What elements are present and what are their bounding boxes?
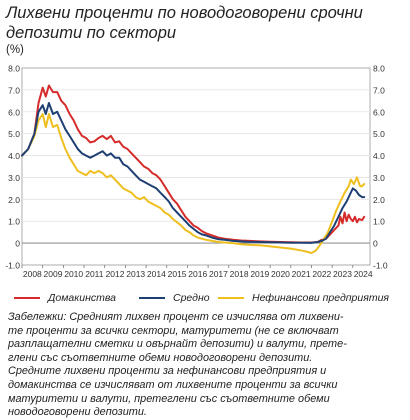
- x-tick-label: 2011: [85, 269, 104, 279]
- chart-title: Лихвени проценти по новодоговорени срочн…: [6, 3, 406, 43]
- y-tick-label-right: 1.0: [373, 217, 385, 227]
- x-tick-label: 2010: [64, 269, 83, 279]
- axis-ticks: 8.0 8.0 7.0 7.0 6.0 6.0 5.0 5.0 4.0 4.0 3.0 3.0 2.0 2…: [5, 64, 388, 280]
- legend-item-households: Домакинства: [14, 292, 116, 304]
- x-tick-label: 2021: [292, 269, 311, 279]
- x-tick-label: 2020: [271, 269, 290, 279]
- y-tick-label-left: 2.0: [8, 195, 20, 205]
- note-line: Средните лихвени проценти за нефинансови…: [8, 365, 327, 378]
- y-tick-label-right: 5.0: [373, 129, 385, 139]
- series-line-households: [21, 84, 366, 244]
- notes: Забележки: Средният лихвен процент се из…: [8, 311, 406, 420]
- series-line-nfc: [21, 113, 366, 254]
- note-line: домакинства се изчисляват от лихвените п…: [8, 378, 338, 391]
- legend-label-nfc: Нефинансови предприятия: [252, 292, 390, 304]
- y-tick-label-left: 1.0: [8, 217, 20, 227]
- y-tick-label-right: -1.0: [373, 261, 388, 271]
- chart-area: 8.0 8.0 7.0 7.0 6.0 6.0 5.0 5.0 4.0 4.0 3.0 3.0 2.0 2…: [5, 64, 388, 280]
- y-tick-label-left: -1.0: [5, 261, 20, 271]
- x-tick-label: 2008: [23, 269, 42, 279]
- series-lines: [21, 84, 366, 254]
- legend: Домакинства Средно Нефинансови предприят…: [10, 292, 406, 306]
- y-tick-label-left: 4.0: [8, 151, 20, 161]
- legend-label-households: Домакинства: [48, 292, 116, 304]
- y-tick-label-right: 4.0: [373, 151, 385, 161]
- y-tick-label-right: 8.0: [373, 64, 385, 74]
- y-tick-label-right: 0: [373, 239, 378, 249]
- legend-item-nfc: Нефинансови предприятия: [218, 292, 389, 304]
- note-line: матуритети и валути, претеглени със съот…: [8, 392, 330, 405]
- gridlines: [22, 89, 370, 244]
- series-line-average: [21, 102, 366, 244]
- note-line: те проценти за всички сектори, матуритет…: [8, 324, 339, 337]
- x-tick-label: 2019: [250, 269, 269, 279]
- y-tick-label-left: 7.0: [8, 85, 20, 95]
- y-unit-label: (%): [6, 44, 24, 56]
- note-line: новодоговорени депозити.: [8, 406, 147, 419]
- x-tick-label: 2022: [312, 269, 331, 279]
- y-tick-label-left: 5.0: [8, 129, 20, 139]
- legend-label-average: Средно: [173, 292, 210, 304]
- y-tick-label-right: 2.0: [373, 195, 385, 205]
- y-tick-label-right: 7.0: [373, 85, 385, 95]
- x-tick-label: 2009: [44, 269, 63, 279]
- y-tick-label-left: 0: [15, 239, 20, 249]
- legend-swatch-nfc: [218, 296, 244, 300]
- y-tick-label-left: 3.0: [8, 173, 20, 183]
- x-tick-label: 2017: [209, 269, 228, 279]
- chart-title-line-1: Лихвени проценти по новодоговорени срочн…: [6, 4, 363, 22]
- x-tick-label: 2015: [168, 269, 187, 279]
- note-line: разплащателни сметки и овърнайт депозити…: [8, 338, 347, 351]
- x-tick-label: 2016: [188, 269, 207, 279]
- x-tick-label: 2023: [333, 269, 352, 279]
- x-tick-label: 2024: [354, 269, 373, 279]
- legend-item-average: Средно: [139, 292, 210, 304]
- note-line: Забележки: Средният лихвен процент се из…: [8, 311, 344, 323]
- legend-swatch-average: [139, 296, 165, 300]
- legend-swatch-households: [14, 296, 40, 300]
- y-tick-label-left: 6.0: [8, 107, 20, 117]
- y-tick-label-right: 6.0: [373, 107, 385, 117]
- chart-title-line-2: депозити по сектори: [6, 24, 177, 42]
- y-tick-label-right: 3.0: [373, 173, 385, 183]
- note-line: глени със съответните обеми новодоговоре…: [8, 351, 313, 364]
- x-tick-label: 2014: [147, 269, 166, 279]
- x-tick-label: 2013: [126, 269, 145, 279]
- plot-frame: [21, 67, 371, 266]
- x-tick-label: 2018: [230, 269, 249, 279]
- y-tick-label-left: 8.0: [8, 64, 20, 74]
- x-tick-label: 2012: [106, 269, 125, 279]
